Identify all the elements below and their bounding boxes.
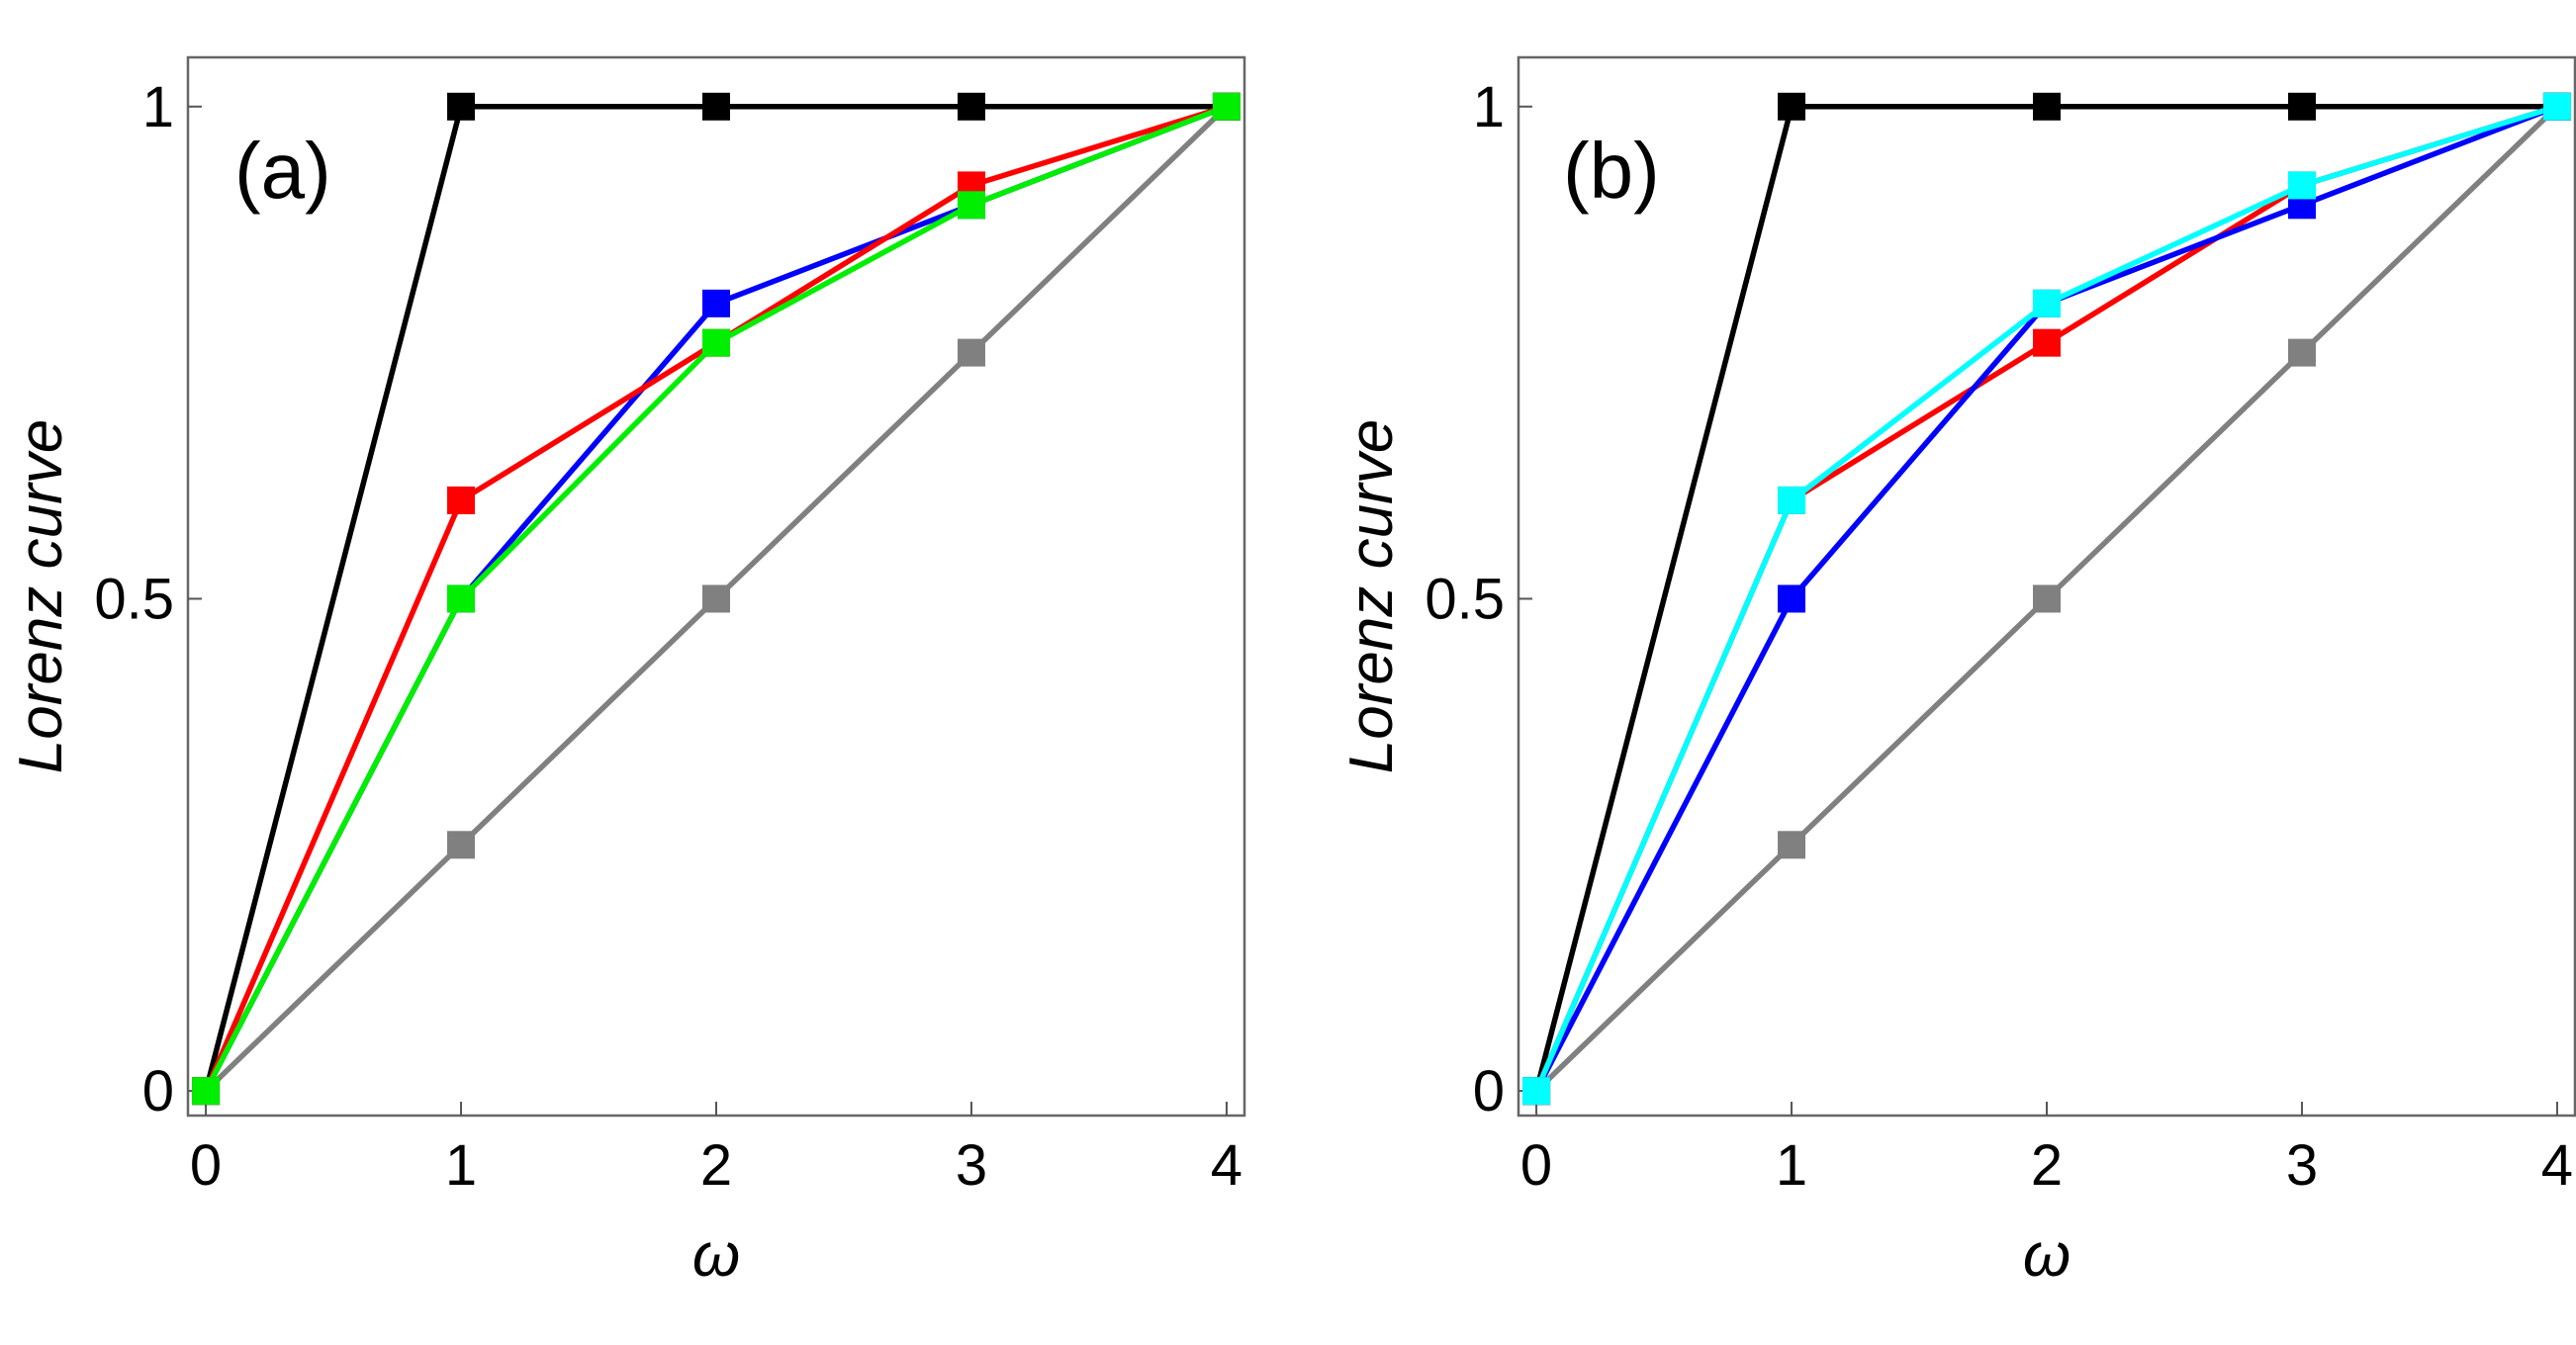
data-point-marker (1522, 1077, 1551, 1106)
data-point-marker (447, 92, 476, 121)
data-point-marker (702, 289, 730, 317)
data-point-marker (447, 831, 476, 859)
data-point-marker (1212, 92, 1241, 121)
panel-b: 0 1 2 3 4 0 0.5 1 (b) ω Lorenz curve (1337, 55, 2576, 1290)
data-point-marker (2287, 338, 2316, 367)
data-point-marker (2033, 289, 2061, 317)
data-point-marker (2287, 171, 2316, 200)
data-point-marker (702, 92, 730, 121)
x-tick-label: 0 (1520, 1133, 1552, 1198)
y-tick-label: 0 (142, 1059, 174, 1123)
data-point-marker (1778, 831, 1806, 859)
x-axis-label: ω (692, 1221, 740, 1290)
x-tick-label: 1 (1776, 1133, 1807, 1198)
data-point-marker (2542, 92, 2571, 121)
panel-label: (b) (1563, 127, 1660, 215)
data-point-marker (447, 584, 476, 613)
y-axis-label: Lorenz curve (1337, 419, 1406, 773)
data-point-marker (702, 328, 730, 357)
data-point-marker (2287, 92, 2316, 121)
data-point-marker (2033, 584, 2061, 613)
panel-label: (a) (234, 127, 331, 215)
x-tick-label: 1 (445, 1133, 477, 1198)
panel-a: 0 1 2 3 4 0 0.5 1 (a) ω Lorenz curve (7, 55, 1246, 1290)
y-tick-label: 0 (1473, 1059, 1505, 1123)
y-tick-label: 0.5 (1425, 567, 1505, 631)
y-tick-label: 1 (1473, 75, 1505, 139)
x-tick-label: 2 (2031, 1133, 2063, 1198)
data-point-marker (2033, 328, 2061, 357)
data-point-marker (1778, 486, 1806, 514)
x-axis-label: ω (2023, 1221, 2070, 1290)
x-tick-label: 0 (190, 1133, 222, 1198)
data-point-marker (2033, 92, 2061, 121)
x-tick-label: 3 (956, 1133, 987, 1198)
x-tick-label: 2 (700, 1133, 732, 1198)
data-point-marker (957, 191, 985, 220)
data-point-marker (957, 338, 985, 367)
data-point-marker (702, 584, 730, 613)
y-tick-label: 1 (142, 75, 174, 139)
x-tick-label: 4 (2541, 1133, 2573, 1198)
data-point-marker (447, 486, 476, 514)
y-axis-label: Lorenz curve (7, 419, 75, 773)
x-tick-label: 4 (1211, 1133, 1242, 1198)
y-tick-label: 0.5 (94, 567, 174, 631)
data-point-marker (957, 92, 985, 121)
x-tick-label: 3 (2286, 1133, 2318, 1198)
data-point-marker (1778, 584, 1806, 613)
data-point-marker (1778, 92, 1806, 121)
data-point-marker (192, 1077, 221, 1106)
